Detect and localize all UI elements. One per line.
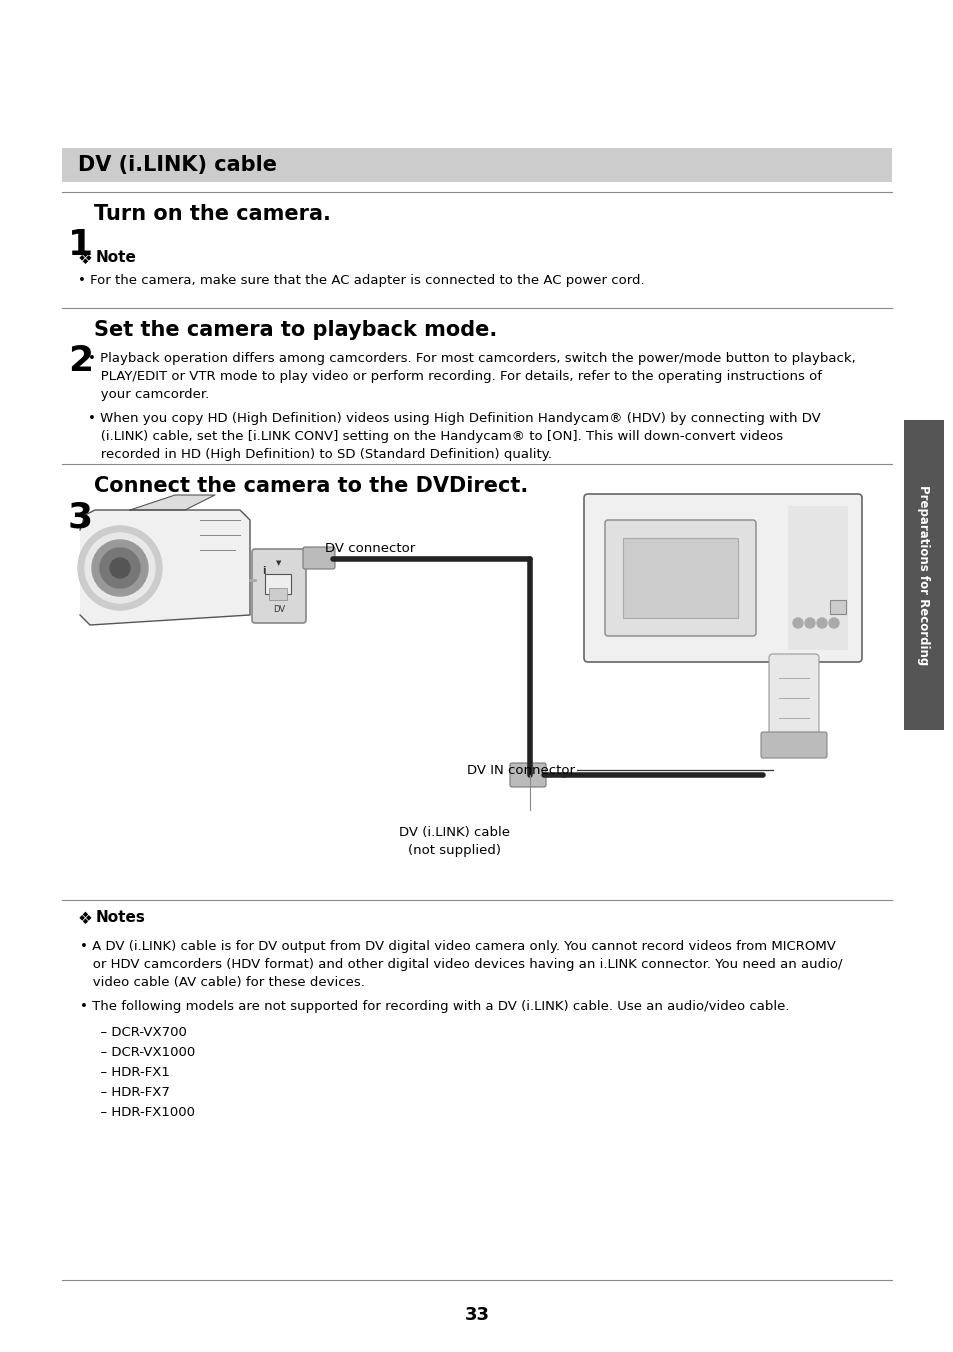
Text: – DCR-VX700
  – DCR-VX1000
  – HDR-FX1
  – HDR-FX7
  – HDR-FX1000: – DCR-VX700 – DCR-VX1000 – HDR-FX1 – HDR… [91,1026,195,1119]
Bar [787,506,847,650]
Text: DV (i.LINK) cable
(not supplied): DV (i.LINK) cable (not supplied) [399,826,510,857]
Circle shape [110,558,130,579]
Text: Turn on the camera.: Turn on the camera. [94,204,331,224]
Text: Preparations for Recording: Preparations for Recording [917,485,929,665]
Bar [829,600,845,614]
Circle shape [85,533,154,603]
Text: • The following models are not supported for recording with a DV (i.LINK) cable.: • The following models are not supported… [80,1000,789,1013]
Circle shape [804,618,814,627]
Text: ❖: ❖ [78,250,92,268]
Text: • For the camera, make sure that the AC adapter is connected to the AC power cor: • For the camera, make sure that the AC … [78,274,644,287]
Text: i: i [262,566,265,576]
FancyBboxPatch shape [252,549,306,623]
Circle shape [100,548,140,588]
Text: Connect the camera to the DVDirect.: Connect the camera to the DVDirect. [94,476,528,496]
Circle shape [78,526,162,610]
Bar [62,147,891,183]
Text: 2: 2 [68,343,93,379]
Text: ▼: ▼ [276,560,281,566]
Text: Notes: Notes [96,910,146,925]
Polygon shape [130,495,214,510]
Bar [903,420,943,730]
FancyBboxPatch shape [303,548,335,569]
Polygon shape [80,510,250,625]
Bar [269,588,287,600]
FancyBboxPatch shape [760,731,826,758]
FancyBboxPatch shape [583,493,862,662]
Text: Note: Note [96,250,136,265]
Circle shape [91,539,148,596]
Text: Set the camera to playback mode.: Set the camera to playback mode. [94,320,497,339]
Text: 3: 3 [68,500,93,534]
Text: 1: 1 [68,228,93,262]
Circle shape [792,618,802,627]
FancyBboxPatch shape [604,521,755,635]
Text: • A DV (i.LINK) cable is for DV output from DV digital video camera only. You ca: • A DV (i.LINK) cable is for DV output f… [80,940,841,990]
FancyBboxPatch shape [768,654,818,752]
Circle shape [828,618,838,627]
Text: • When you copy HD (High Definition) videos using High Definition Handycam® (HDV: • When you copy HD (High Definition) vid… [88,412,820,461]
FancyBboxPatch shape [510,763,545,787]
Text: DV connector: DV connector [325,542,415,556]
Bar [265,575,291,594]
Text: DV (i.LINK) cable: DV (i.LINK) cable [78,155,276,174]
Circle shape [816,618,826,627]
Text: 33: 33 [464,1306,489,1324]
Text: DV: DV [273,604,285,614]
Text: DV IN connector: DV IN connector [467,764,575,776]
Text: • Playback operation differs among camcorders. For most camcorders, switch the p: • Playback operation differs among camco… [88,352,855,402]
Text: ❖: ❖ [78,910,92,927]
Bar [622,538,738,618]
